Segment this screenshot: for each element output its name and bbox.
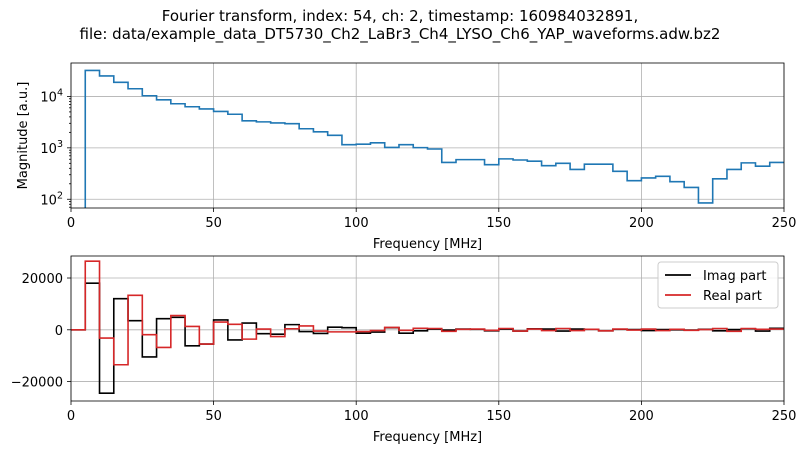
complex-x-tick-label: 100 <box>344 409 369 424</box>
complex-x-tick-label: 0 <box>67 409 75 424</box>
chart-title-line-1: Fourier transform, index: 54, ch: 2, tim… <box>162 7 639 25</box>
magnitude-y-tick-label: 103 <box>40 139 63 157</box>
real-imag-panel: 0 50 100 150 200 250 Frequency [MHz] −20000 0 200… <box>11 255 797 445</box>
magnitude-x-tick-label: 250 <box>772 216 797 231</box>
complex-plot-frame <box>70 255 785 402</box>
complex-x-tick-label: 50 <box>205 409 222 424</box>
magnitude-x-tick-label: 100 <box>344 216 369 231</box>
complex-x-tick-label: 250 <box>772 409 797 424</box>
magnitude-x-tick-label: 0 <box>67 216 75 231</box>
legend-label: Real part <box>703 289 762 304</box>
complex-x-axis-label: Frequency [MHz] <box>373 430 482 445</box>
magnitude-x-tick-label: 50 <box>205 216 222 231</box>
magnitude-y-tick-label: 102 <box>40 190 63 208</box>
magnitude-panel: 0 50 100 150 200 250 Frequency [MHz] 102 103 104 M… <box>16 62 797 252</box>
complex-y-tick-label: 20000 <box>22 272 63 287</box>
complex-y-tick-label: −20000 <box>11 376 63 391</box>
complex-series-line-real <box>71 260 784 366</box>
legend-label: Imag part <box>703 269 767 284</box>
magnitude-y-axis-label: Magnitude [a.u.] <box>16 82 31 190</box>
chart-title-line-2: file: data/example_data_DT5730_Ch2_LaBr3… <box>80 25 721 44</box>
legend: Imag part Real part <box>657 261 779 309</box>
magnitude-x-axis-label: Frequency [MHz] <box>373 237 482 252</box>
magnitude-y-tick-label: 104 <box>40 87 63 105</box>
complex-series-line-imag <box>71 282 784 395</box>
legend-box <box>657 261 779 309</box>
magnitude-series-line <box>84 69 784 208</box>
magnitude-plot-frame <box>70 62 785 209</box>
magnitude-x-tick-label: 150 <box>486 216 511 231</box>
complex-x-tick-label: 200 <box>629 409 654 424</box>
complex-x-tick-label: 150 <box>486 409 511 424</box>
complex-y-tick-label: 0 <box>55 324 63 339</box>
magnitude-x-tick-label: 200 <box>629 216 654 231</box>
